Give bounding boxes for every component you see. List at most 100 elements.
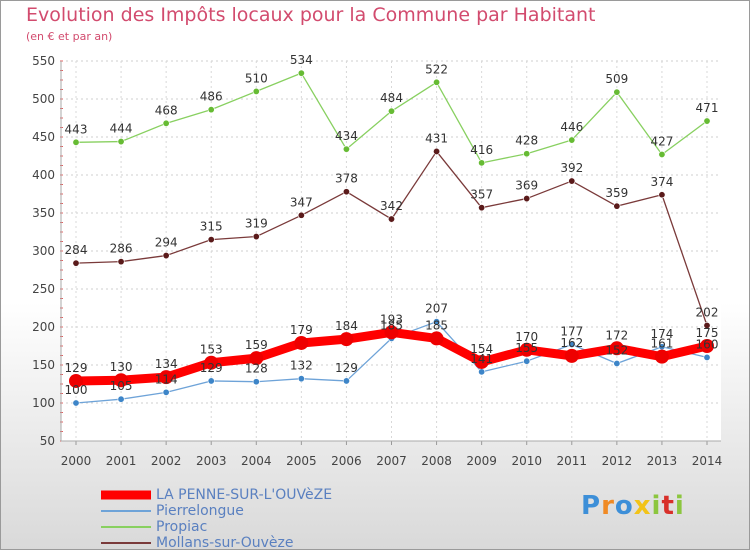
legend-label: LA PENNE-SUR-L'OUVèZE (156, 487, 333, 503)
data-label: 114 (155, 372, 178, 386)
x-tick-label: 2010 (511, 454, 542, 468)
data-point (654, 349, 669, 364)
data-label: 128 (245, 362, 268, 376)
data-label: 315 (200, 220, 223, 234)
legend-swatch (101, 510, 151, 512)
data-label: 294 (155, 236, 178, 250)
data-label: 100 (65, 383, 88, 397)
x-tick-label: 2003 (196, 454, 227, 468)
data-label: 471 (696, 101, 719, 115)
data-point (342, 188, 350, 196)
data-label: 129 (65, 361, 88, 375)
legend-label: Propiac (156, 519, 208, 535)
data-point (297, 69, 305, 77)
data-label: 510 (245, 71, 268, 85)
logo-letter: t (661, 491, 675, 521)
data-label: 153 (200, 343, 223, 357)
data-label: 284 (65, 243, 88, 257)
data-label: 175 (696, 326, 719, 340)
data-label: 431 (425, 131, 448, 145)
data-label: 509 (605, 72, 628, 86)
data-point (342, 145, 350, 153)
data-point (297, 211, 305, 219)
y-tick-label: 250 (32, 282, 55, 296)
x-tick-label: 2005 (286, 454, 317, 468)
x-tick-label: 2009 (466, 454, 497, 468)
x-tick-label: 2006 (331, 454, 362, 468)
data-point (207, 377, 215, 385)
data-point (384, 325, 399, 340)
data-point (613, 359, 621, 367)
data-point (478, 204, 486, 212)
logo-letter: i (674, 491, 685, 521)
x-tick-label: 2007 (376, 454, 407, 468)
logo-letter: i (651, 491, 662, 521)
data-label: 177 (560, 324, 583, 338)
data-label: 154 (470, 342, 493, 356)
legend-swatch (101, 542, 151, 544)
legend-item: Propiac (101, 519, 332, 535)
data-point (609, 341, 624, 356)
data-label: 347 (290, 195, 313, 209)
data-label: 416 (470, 143, 493, 157)
data-point (117, 258, 125, 266)
data-point (249, 351, 264, 366)
y-tick-label: 500 (32, 92, 55, 106)
x-tick-label: 2004 (241, 454, 272, 468)
data-point (252, 378, 260, 386)
data-label: 185 (380, 318, 403, 332)
x-tick-label: 2012 (602, 454, 633, 468)
data-label: 468 (155, 103, 178, 117)
data-label: 132 (290, 359, 313, 373)
data-point (162, 119, 170, 127)
legend: LA PENNE-SUR-L'OUVèZE Pierrelongue Propi… (101, 487, 332, 551)
data-label: 185 (425, 318, 448, 332)
data-point (387, 215, 395, 223)
data-point (433, 147, 441, 155)
data-point (703, 321, 711, 329)
data-label: 369 (515, 179, 538, 193)
data-point (204, 355, 219, 370)
data-point (429, 331, 444, 346)
data-point (339, 332, 354, 347)
x-tick-label: 2002 (151, 454, 182, 468)
data-label: 202 (696, 305, 719, 319)
data-point (69, 373, 83, 388)
data-point (658, 150, 666, 158)
data-point (207, 106, 215, 114)
data-point (523, 150, 531, 158)
data-label: 446 (560, 120, 583, 134)
data-label: 179 (290, 323, 313, 337)
data-label: 486 (200, 90, 223, 104)
data-point (159, 370, 174, 385)
logo-letter: o (614, 491, 634, 521)
data-point (658, 191, 666, 199)
x-tick-label: 2014 (692, 454, 723, 468)
x-tick-label: 2000 (61, 454, 92, 468)
data-point (297, 375, 305, 383)
data-point (703, 117, 711, 125)
data-point (568, 177, 576, 185)
data-point (72, 138, 80, 146)
data-point (72, 259, 80, 267)
data-label: 378 (335, 172, 358, 186)
data-point (519, 342, 534, 357)
logo-letter: P (581, 491, 602, 521)
x-tick-label: 2001 (106, 454, 137, 468)
data-label: 141 (470, 352, 493, 366)
data-label: 160 (696, 337, 719, 351)
data-label: 522 (425, 62, 448, 76)
legend-swatch (101, 526, 151, 528)
data-point (252, 233, 260, 241)
data-label: 286 (110, 242, 133, 256)
data-point (117, 138, 125, 146)
data-label: 374 (650, 175, 673, 189)
data-label: 428 (515, 134, 538, 148)
y-tick-label: 50 (40, 434, 55, 448)
data-label: 159 (245, 338, 268, 352)
legend-item: Pierrelongue (101, 503, 332, 519)
x-tick-label: 2013 (647, 454, 678, 468)
logo-letter: r (601, 491, 615, 521)
data-label: 319 (245, 217, 268, 231)
